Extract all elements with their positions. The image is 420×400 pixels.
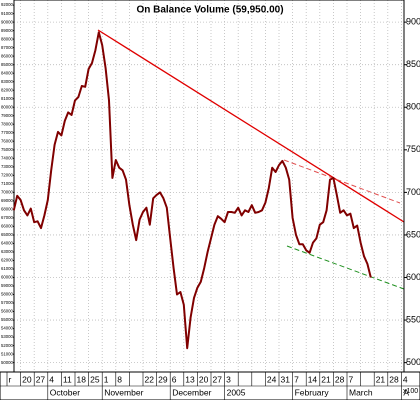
grid: [14, 0, 404, 372]
y-left-tick-label: 75000: [1, 147, 14, 152]
x-tick-label: 7: [294, 374, 299, 384]
y-left-tick-label: 91000: [1, 11, 14, 16]
month-label: October: [50, 387, 80, 397]
x-tick-label: 13: [185, 374, 195, 384]
trend-line: [97, 29, 405, 223]
y-left-tick-label: 54000: [1, 326, 14, 331]
chart-title: On Balance Volume (59,950.00): [136, 5, 283, 16]
support-line-dashed: [286, 245, 405, 290]
x-tick-label: 20: [199, 374, 209, 384]
y-tick-label: 650: [406, 229, 420, 239]
y-left-tick-label: 78000: [1, 121, 14, 126]
y-left-tick-label: 69000: [1, 198, 14, 203]
month-label: February: [295, 387, 330, 397]
x-tick-label: 29: [158, 374, 168, 384]
x-tick-label: 27: [36, 374, 46, 384]
x-tick-label: 24: [267, 374, 277, 384]
y-left-tick-label: 64000: [1, 241, 14, 246]
x-tick-label: 27: [213, 374, 223, 384]
y-left-tick-label: 57000: [1, 300, 14, 305]
y-left-tick-label: 84000: [1, 70, 14, 75]
x-tick-label: 4: [403, 374, 408, 384]
y-left-tick-label: 83000: [1, 79, 14, 84]
y-left-tick-label: 87000: [1, 45, 14, 50]
y-unit-label: x100: [403, 388, 418, 395]
y-left-tick-label: 66000: [1, 224, 14, 229]
y-left-tick-label: 86000: [1, 53, 14, 58]
x-tick-label: 28: [335, 374, 345, 384]
y-tick-label: 600: [406, 272, 420, 282]
y-left-tick-label: 73000: [1, 164, 14, 169]
month-label: A: [403, 387, 409, 397]
month-label: November: [104, 387, 143, 397]
y-tick-label: 750: [406, 144, 420, 154]
y-left-tick-label: 53000: [1, 334, 14, 339]
y-left-tick-label: 65000: [1, 232, 14, 237]
y-left-tick-label: 62000: [1, 258, 14, 263]
y-left-tick-label: 74000: [1, 155, 14, 160]
y-left-tick-label: 51000: [1, 351, 14, 356]
x-tick-label: 6: [172, 374, 177, 384]
y-left-tick-label: 58000: [1, 292, 14, 297]
month-label: 2005: [227, 387, 246, 397]
x-tick-label: 7: [349, 374, 354, 384]
x-axis-frame: [0, 371, 420, 400]
y-tick-label: 900: [406, 17, 420, 27]
y-left-tick-label: 92000: [1, 2, 14, 7]
y-tick-label: 500: [406, 357, 420, 367]
y-left-tick-label: 82000: [1, 87, 14, 92]
y-left-tick-label: 50000: [1, 360, 14, 365]
y-left-tick-label: 70000: [1, 190, 14, 195]
y-tick-label: 850: [406, 59, 420, 69]
y-left-tick-label: 68000: [1, 207, 14, 212]
y-tick-label: 550: [406, 314, 420, 324]
x-tick-label: r: [9, 374, 12, 384]
y-left-tick-label: 79000: [1, 113, 14, 118]
y-left-tick-label: 81000: [1, 96, 14, 101]
y-left-tick-label: 90000: [1, 19, 14, 24]
y-left-tick-label: 56000: [1, 309, 14, 314]
y-left-tick-label: 72000: [1, 172, 14, 177]
y-left-tick-label: 52000: [1, 343, 14, 348]
y-left-tick-label: 71000: [1, 181, 14, 186]
y-left-tick-label: 76000: [1, 138, 14, 143]
y-left-tick-label: 67000: [1, 215, 14, 220]
y-left-tick-label: 60000: [1, 275, 14, 280]
x-tick-label: 18: [77, 374, 87, 384]
y-tick-label: 800: [406, 102, 420, 112]
y-left-tick-label: 77000: [1, 130, 14, 135]
x-tick-label: 20: [22, 374, 32, 384]
month-label: March: [349, 387, 373, 397]
y-left-tick-label: 61000: [1, 266, 14, 271]
y-left-tick-label: 89000: [1, 28, 14, 33]
y-left-tick-label: 59000: [1, 283, 14, 288]
x-tick-label: 1: [104, 374, 109, 384]
x-tick-label: 25: [90, 374, 100, 384]
x-tick-label: 31: [281, 374, 291, 384]
y-tick-label: 700: [406, 187, 420, 197]
data-line: [12, 31, 372, 350]
month-label: December: [172, 387, 211, 397]
x-tick-label: 22: [145, 374, 155, 384]
y-left-tick-label: 55000: [1, 317, 14, 322]
x-tick-label: 8: [117, 374, 122, 384]
trend-line-dashed: [283, 159, 401, 204]
x-tick-label: 4: [49, 374, 54, 384]
y-left-tick-label: 80000: [1, 104, 14, 109]
y-left-tick-label: 88000: [1, 36, 14, 41]
x-tick-label: 21: [376, 374, 386, 384]
x-tick-label: 28: [389, 374, 399, 384]
x-tick-label: 11: [63, 374, 72, 384]
x-tick-label: 14: [308, 374, 318, 384]
y-left-tick-label: 63000: [1, 249, 14, 254]
y-left-tick-label: 85000: [1, 62, 14, 67]
x-tick-label: 21: [321, 374, 331, 384]
x-tick-label: 3: [226, 374, 231, 384]
